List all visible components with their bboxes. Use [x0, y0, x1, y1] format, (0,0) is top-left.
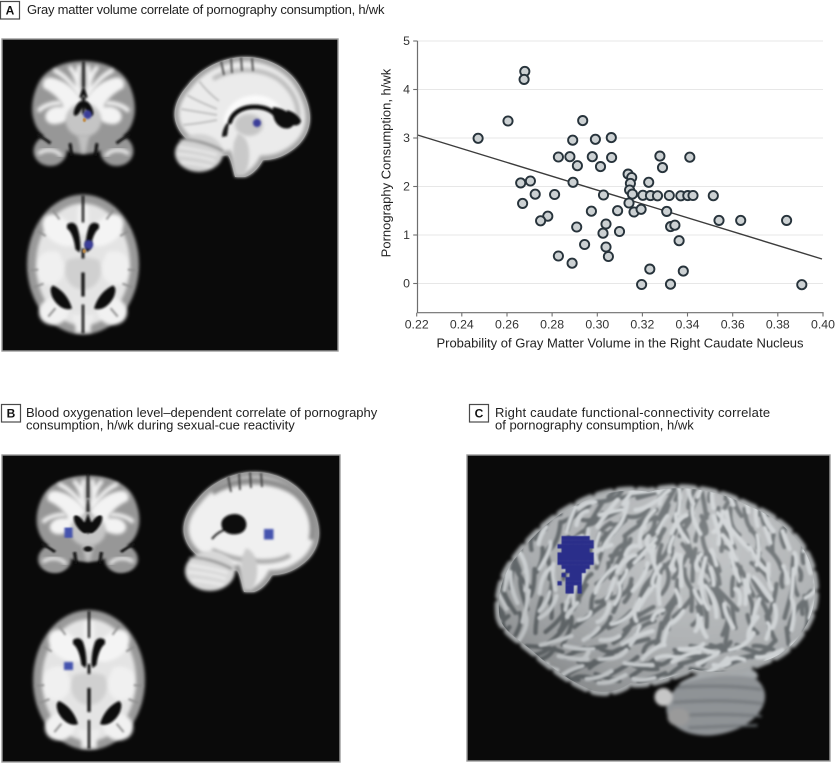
- svg-text:0.38: 0.38: [766, 318, 790, 332]
- svg-text:5: 5: [403, 34, 410, 48]
- svg-text:0.40: 0.40: [811, 318, 835, 332]
- svg-text:2: 2: [403, 180, 410, 194]
- svg-text:B: B: [7, 407, 16, 421]
- svg-text:C: C: [475, 407, 484, 421]
- svg-text:4: 4: [403, 83, 410, 97]
- svg-text:0: 0: [403, 277, 410, 291]
- svg-text:0.24: 0.24: [450, 318, 474, 332]
- svg-text:of pornography consumption, h/: of pornography consumption, h/wk: [495, 418, 694, 433]
- svg-text:0.28: 0.28: [540, 318, 564, 332]
- svg-text:0.26: 0.26: [495, 318, 519, 332]
- svg-text:0.34: 0.34: [676, 318, 700, 332]
- svg-text:3: 3: [403, 131, 410, 145]
- svg-text:consumption, h/wk during sexua: consumption, h/wk during sexual-cue reac…: [26, 418, 295, 433]
- svg-text:0.30: 0.30: [585, 318, 609, 332]
- svg-text:Right caudate functional-conne: Right caudate functional-connectivity co…: [495, 405, 770, 420]
- svg-text:0.32: 0.32: [630, 318, 654, 332]
- svg-text:Blood oxygenation level–depend: Blood oxygenation level–dependent correl…: [26, 405, 378, 420]
- svg-text:Probability of Gray Matter Vol: Probability of Gray Matter Volume in the…: [436, 336, 804, 351]
- svg-text:Gray matter volume correlate o: Gray matter volume correlate of pornogra…: [27, 2, 385, 17]
- svg-text:1: 1: [403, 228, 410, 242]
- svg-text:A: A: [6, 4, 15, 18]
- svg-text:Pornography Consumption, h/wk: Pornography Consumption, h/wk: [379, 68, 394, 257]
- svg-text:0.22: 0.22: [405, 318, 429, 332]
- svg-text:0.36: 0.36: [721, 318, 745, 332]
